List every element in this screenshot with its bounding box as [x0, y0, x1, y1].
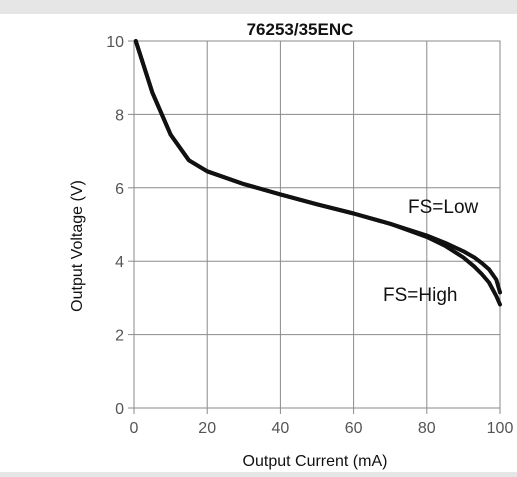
- y-tick-label: 0: [115, 401, 124, 418]
- x-tick-label: 60: [345, 420, 363, 437]
- x-tick-label: 20: [198, 420, 216, 437]
- chart-title: 76253/35ENC: [247, 20, 354, 39]
- series-label: FS=Low: [408, 197, 479, 218]
- series-labels: FS=Low FS=High: [383, 197, 479, 306]
- series-label: FS=High: [383, 285, 457, 306]
- x-tick-label: 0: [130, 420, 139, 437]
- plot-area: [134, 41, 500, 408]
- y-tick-label: 8: [115, 107, 124, 124]
- x-tick-label: 40: [272, 420, 290, 437]
- plot-border: [133, 40, 501, 409]
- x-tick-label: 100: [487, 420, 514, 437]
- tick-labels: 0 20 40 60 80 100 0 2 4 6 8 10: [106, 34, 513, 437]
- grid-lines: [128, 40, 501, 414]
- x-axis-label: Output Current (mA): [243, 453, 388, 470]
- curves: [133, 39, 502, 307]
- y-tick-label: 10: [106, 34, 124, 51]
- y-tick-label: 2: [115, 328, 124, 345]
- y-axis-label: Output Voltage (V): [69, 180, 86, 312]
- series-line: [133, 39, 502, 307]
- y-tick-label: 4: [115, 254, 124, 271]
- y-tick-label: 6: [115, 181, 124, 198]
- x-tick-label: 80: [418, 420, 436, 437]
